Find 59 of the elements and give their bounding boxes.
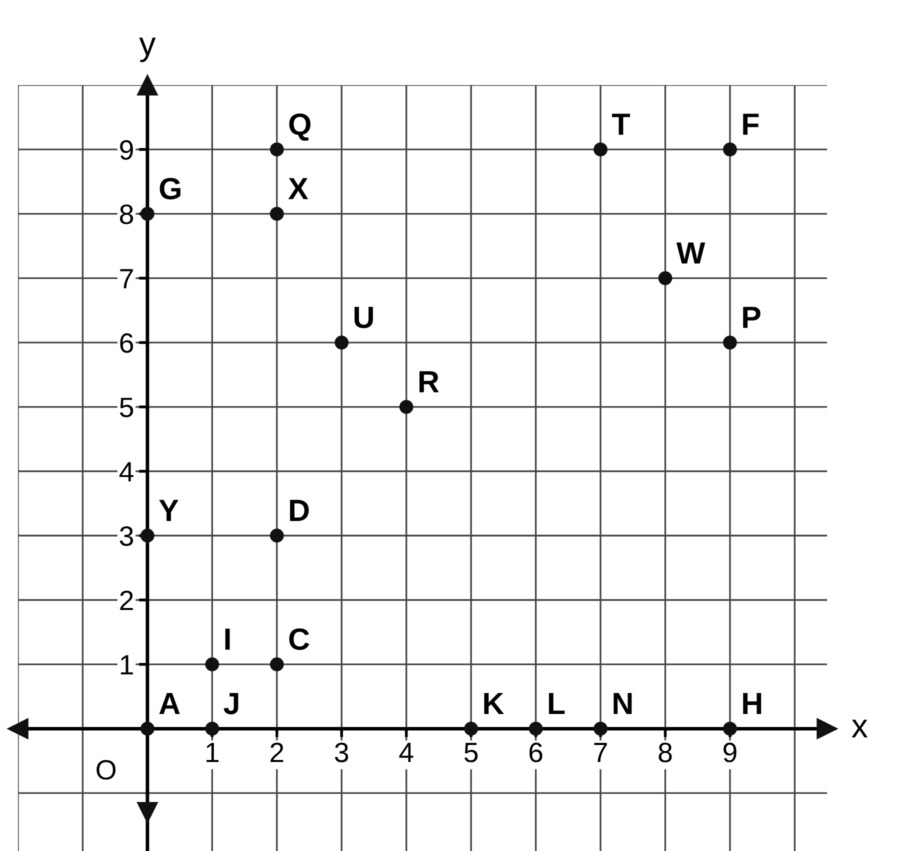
x-tick-label: 2 — [270, 742, 284, 762]
annotation: O — [96, 760, 116, 780]
point — [334, 336, 349, 350]
annotation: T — [612, 114, 630, 135]
x-tick-label: 7 — [594, 742, 607, 762]
y-tick-label: 9 — [120, 140, 133, 160]
point — [723, 336, 737, 350]
y-tick-label: 8 — [120, 204, 134, 224]
point — [140, 722, 154, 736]
x-tick-label: 5 — [464, 742, 478, 762]
annotation: N — [614, 693, 632, 714]
annotation: G — [160, 178, 180, 200]
x-tick-label: 3 — [334, 742, 348, 762]
annotation: R — [420, 371, 439, 392]
annotation: H — [743, 693, 762, 714]
annotation: D — [290, 500, 309, 521]
annotation: J — [224, 693, 238, 714]
point — [723, 142, 737, 156]
point — [270, 142, 284, 156]
point — [205, 657, 220, 672]
point — [140, 206, 154, 221]
annotation: X — [288, 178, 308, 200]
y-tick-label: 7 — [120, 269, 133, 288]
x-axis-title: x — [852, 720, 868, 738]
annotation: Y — [159, 500, 178, 521]
x-tick-label: 4 — [399, 742, 414, 762]
point — [723, 722, 737, 736]
point — [594, 722, 608, 736]
annotation: A — [159, 693, 180, 714]
y-tick-label: 5 — [120, 398, 134, 418]
point — [464, 722, 478, 736]
y-tick-label: 6 — [120, 333, 134, 353]
annotation: K — [484, 693, 504, 714]
annotation: L — [548, 693, 565, 714]
y-tick-label: 4 — [119, 462, 134, 482]
point — [205, 722, 220, 736]
annotation: F — [743, 114, 759, 135]
annotation: Q — [289, 113, 310, 141]
point — [594, 142, 608, 156]
x-tick-label: 9 — [724, 742, 736, 762]
point — [528, 722, 543, 736]
y-tick-label: 2 — [120, 590, 133, 610]
x-tick-label: 6 — [529, 742, 542, 762]
annotation: C — [289, 628, 310, 650]
point — [399, 400, 414, 414]
point — [658, 271, 672, 286]
annotation: I — [225, 628, 230, 650]
y-tick-label: 1 — [120, 655, 133, 674]
y-tick-label: 3 — [120, 526, 134, 546]
x-tick-label: 8 — [658, 742, 672, 762]
point — [270, 657, 284, 672]
annotation: P — [743, 306, 760, 328]
point — [270, 528, 284, 543]
annotation: U — [354, 306, 373, 328]
y-axis-title: y — [139, 38, 156, 62]
x-tick-label: 1 — [206, 742, 219, 762]
point — [140, 528, 154, 543]
annotation: W — [676, 242, 706, 264]
point — [270, 206, 284, 221]
